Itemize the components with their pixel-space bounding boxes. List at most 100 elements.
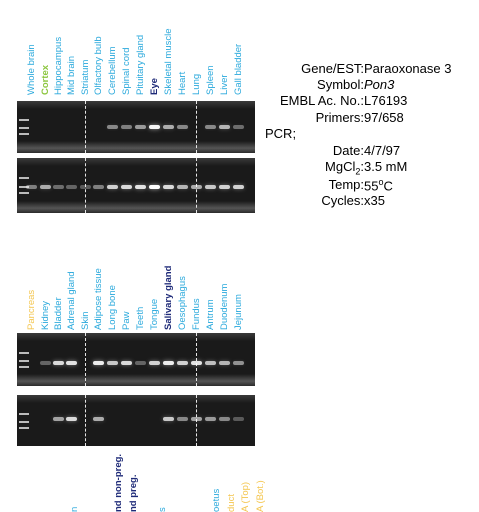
- gel-band: [233, 125, 244, 129]
- lane-separator: [85, 158, 86, 213]
- tissue-label: Kidney: [40, 300, 51, 330]
- gel-band: [177, 361, 188, 365]
- gel-band: [205, 125, 216, 129]
- tissue-label: s: [157, 507, 168, 512]
- gel-band: [93, 417, 104, 421]
- gel-band: [149, 125, 160, 129]
- tissue-label: n: [69, 506, 80, 512]
- gel-band: [80, 185, 91, 189]
- gel-band: [66, 417, 77, 421]
- gel-band: [219, 185, 230, 189]
- gel-band: [53, 185, 64, 189]
- lane-separator: [85, 395, 86, 446]
- gel-band: [191, 417, 202, 421]
- tissue-label: Pancreas: [26, 289, 37, 330]
- gel-band: [177, 125, 188, 129]
- gene-label: Gene/EST:: [301, 61, 364, 76]
- ladder-mark: [19, 360, 29, 362]
- tissue-label: Duodenum: [219, 283, 230, 330]
- ladder-mark: [19, 352, 29, 354]
- lane-separator: [85, 333, 86, 386]
- tissue-label: Teeth: [135, 306, 146, 330]
- gel-panel1-bottom: [17, 158, 255, 213]
- lane-separator: [85, 101, 86, 153]
- gel-band: [26, 185, 37, 189]
- gel-band: [121, 361, 132, 365]
- temp-value: 55oC: [364, 177, 393, 194]
- tissue-label: A (Bot.): [255, 480, 266, 512]
- tissue-label: oetus: [211, 488, 222, 512]
- primers-label: Primers:: [315, 110, 364, 125]
- gel-band: [205, 185, 216, 189]
- ladder-mark: [19, 192, 29, 194]
- gel-band: [205, 417, 216, 421]
- tissue-label: nd non-preg.: [113, 453, 124, 512]
- lane-separator: [196, 101, 197, 153]
- pcr-row: PCR;: [265, 126, 296, 141]
- gel-band: [177, 185, 188, 189]
- ladder-mark: [19, 186, 29, 188]
- pcr-info-block: Gene/EST: Paraoxonase 3 Symbol: Pon3 EMB…: [0, 0, 479, 220]
- tissue-label: Oesophagus: [177, 276, 188, 330]
- gel-band: [191, 361, 202, 365]
- gel-band: [53, 417, 64, 421]
- tissue-label: Adipose tissue: [93, 268, 104, 330]
- gel-band: [177, 417, 188, 421]
- ladder-mark: [19, 177, 29, 179]
- gel-band: [135, 125, 146, 129]
- ladder-mark: [19, 366, 29, 368]
- gel-band: [205, 361, 216, 365]
- date-value: 4/7/97: [364, 143, 401, 158]
- gel-band: [163, 417, 174, 421]
- gel-band: [163, 185, 174, 189]
- ladder-mark: [19, 119, 29, 121]
- tissue-label: Antrum: [205, 299, 216, 330]
- tissue-label: Skin: [80, 311, 91, 330]
- gel-band: [149, 361, 160, 365]
- gel-band: [40, 185, 51, 189]
- cycles-value: x35: [364, 193, 385, 208]
- gel-band: [219, 417, 230, 421]
- gel-band: [233, 185, 244, 189]
- gel-band: [121, 125, 132, 129]
- mgcl-label: MgCl2:: [325, 159, 364, 177]
- lane-separator: [196, 333, 197, 386]
- tissue-label: duct: [226, 494, 237, 512]
- gel-band: [163, 125, 174, 129]
- gel-band: [93, 361, 104, 365]
- embl-value: L76193: [364, 93, 408, 108]
- tissue-label: nd preg.: [128, 474, 139, 512]
- gel-band: [107, 125, 118, 129]
- gel-band: [121, 185, 132, 189]
- gel-panel2-bottom: [17, 395, 255, 446]
- gel-band: [40, 361, 51, 365]
- primers-value: 97/658: [364, 110, 404, 125]
- ladder-mark: [19, 127, 29, 129]
- date-label: Date:: [332, 143, 364, 158]
- ladder-mark: [19, 421, 29, 423]
- pcr-label: PCR;: [265, 126, 297, 141]
- tissue-label: Jejunum: [233, 294, 244, 330]
- gel-band: [135, 185, 146, 189]
- gel-panel1-top: [17, 101, 255, 153]
- tissue-label: Long bone: [107, 285, 118, 330]
- gel-band: [191, 185, 202, 189]
- tissue-label: Tongue: [149, 298, 160, 330]
- cycles-label: Cycles:: [321, 193, 364, 208]
- temp-label: Temp:: [328, 177, 364, 192]
- gel-band: [163, 361, 174, 365]
- ladder-mark: [19, 427, 29, 429]
- gel-band: [135, 361, 146, 365]
- gel-band: [149, 185, 160, 189]
- gel-band: [107, 185, 118, 189]
- tissue-label: Adrenal gland: [66, 271, 77, 330]
- gel-panel2-top: [17, 333, 255, 386]
- symbol-value: Pon3: [364, 77, 395, 92]
- embl-label: EMBL Ac. No.:: [279, 93, 364, 108]
- gel-band: [233, 417, 244, 421]
- mgcl-value: 3.5 mM: [364, 159, 408, 174]
- tissue-label: A (Top): [240, 481, 251, 512]
- ladder-mark: [19, 133, 29, 135]
- gel-band: [93, 185, 104, 189]
